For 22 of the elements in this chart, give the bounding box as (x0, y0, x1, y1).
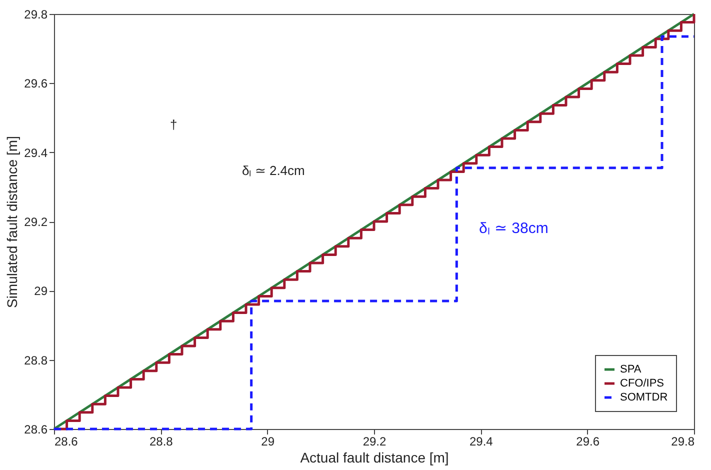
y-tick-label: 29 (34, 284, 48, 298)
x-tick-label: 29 (261, 434, 275, 448)
y-tick-label: 29.6 (24, 76, 48, 91)
annotation: δₗ ≃ 2.4cm (242, 163, 305, 178)
y-tick-label: 29.8 (24, 8, 48, 22)
x-tick-label: 29.8 (671, 434, 695, 448)
y-tick-label: 28.8 (24, 353, 48, 368)
x-tick-label: 29.6 (576, 434, 600, 448)
x-tick-label: 29.2 (362, 434, 386, 448)
x-axis-title: Actual fault distance [m] (300, 450, 449, 466)
legend-label: SOMTDR (620, 392, 668, 404)
x-tick-label: 28.6 (54, 434, 78, 448)
y-axis-title: Simulated fault distance [m] (4, 136, 20, 308)
legend-label: CFO/IPS (620, 378, 664, 390)
y-tick-label: 29.4 (24, 146, 48, 160)
annotation: † (170, 117, 178, 132)
y-tick-label: 28.6 (24, 422, 48, 436)
x-tick-label: 29.4 (469, 434, 494, 448)
y-tick-label: 29.2 (24, 215, 48, 229)
annotation: δₗ ≃ 38cm (479, 220, 548, 237)
legend-label: SPA (620, 364, 642, 376)
x-tick-label: 28.8 (149, 434, 174, 448)
